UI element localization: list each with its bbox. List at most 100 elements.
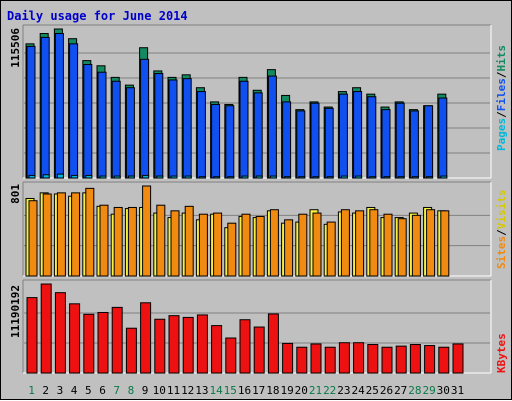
sites-bar <box>113 206 123 277</box>
files-bar <box>196 91 206 179</box>
sites-bar <box>426 209 436 277</box>
kbytes-bar <box>97 311 109 374</box>
legend-sites: Sites <box>495 236 508 269</box>
x-tick-label: 16 <box>238 384 251 397</box>
x-axis-labels: 1 2 3 4 5 6 7 8 9 10 11 12 13 14 15 16 17 18 19 20 21 22 23 24 2… <box>28 384 464 397</box>
pages-bar <box>142 174 150 179</box>
kbytes-bar <box>125 327 137 374</box>
pages-bar <box>312 176 320 179</box>
sites-bar <box>355 210 365 277</box>
sites-bar <box>71 192 81 277</box>
pages-bar <box>298 176 306 179</box>
x-tick-label: 6 <box>99 384 106 397</box>
kbytes-bar <box>395 345 407 374</box>
legend-files: Files <box>495 78 508 111</box>
files-bar <box>69 43 79 179</box>
x-tick-label: 21 <box>309 384 322 397</box>
legend-pages: Pages <box>495 118 508 151</box>
x-tick-label: 28 <box>408 384 421 397</box>
kbytes-bar <box>282 342 294 374</box>
sites-bar <box>269 209 279 277</box>
kbytes-bar <box>225 337 237 374</box>
kbytes-bar <box>182 316 194 374</box>
sites-bar <box>213 212 223 277</box>
x-tick-label: 18 <box>266 384 279 397</box>
x-tick-label: 29 <box>422 384 435 397</box>
x-tick-label: 2 <box>42 384 49 397</box>
x-tick-label: 4 <box>71 384 78 397</box>
kbytes-bar <box>409 344 421 374</box>
files-bar <box>54 33 64 179</box>
kbytes-bar <box>367 344 379 374</box>
x-tick-label: 7 <box>113 384 120 397</box>
files-bar <box>367 96 377 179</box>
pages-bar <box>369 176 377 179</box>
x-tick-label: 8 <box>128 384 135 397</box>
kbytes-bar <box>168 315 180 374</box>
x-tick-label: 22 <box>323 384 336 397</box>
files-bar <box>381 109 391 179</box>
sites-bar <box>198 213 208 277</box>
files-bar <box>282 101 292 179</box>
sites-bar <box>284 219 294 277</box>
files-bar <box>395 102 405 179</box>
files-bar <box>338 93 348 179</box>
files-bar <box>125 87 135 179</box>
x-tick-label: 26 <box>380 384 393 397</box>
x-tick-label: 31 <box>451 384 464 397</box>
pages-bar <box>426 176 434 179</box>
pages-bar <box>127 175 135 179</box>
kbytes-bar <box>310 343 322 374</box>
pages-bar <box>326 176 334 179</box>
sites-bar <box>241 213 251 277</box>
legend-middle: Sites/Visits <box>495 190 508 270</box>
x-tick-label: 23 <box>337 384 350 397</box>
files-bar <box>182 78 192 179</box>
files-bar <box>168 79 178 179</box>
pages-bar <box>113 175 121 179</box>
sites-bar <box>99 204 109 277</box>
kbytes-bar <box>154 318 166 374</box>
legend-visits: Visits <box>495 190 508 230</box>
sites-bar <box>411 214 421 277</box>
pages-bar <box>85 174 93 179</box>
sites-bar <box>142 185 152 277</box>
pages-bar <box>440 175 448 179</box>
x-tick-label: 30 <box>437 384 450 397</box>
kbytes-bar <box>54 292 66 374</box>
pages-bar <box>28 174 36 179</box>
x-tick-label: 14 <box>209 384 223 397</box>
legend-sep-2: / <box>495 71 508 78</box>
sites-bar <box>255 215 265 277</box>
pages-bar <box>170 175 178 179</box>
sites-bar <box>440 210 450 277</box>
legend-sep-3: / <box>495 229 508 236</box>
sites-bar <box>56 192 66 277</box>
kbytes-axis-max-label: 11190192 <box>9 285 22 338</box>
pages-bar <box>184 175 192 179</box>
legend-sep-1: / <box>495 111 508 118</box>
x-tick-label: 27 <box>394 384 407 397</box>
files-bar <box>97 71 107 179</box>
x-tick-label: 12 <box>181 384 194 397</box>
kbytes-bar <box>26 297 38 374</box>
x-tick-label: 25 <box>366 384 379 397</box>
sites-bar <box>397 218 407 277</box>
x-tick-label: 15 <box>224 384 237 397</box>
files-bar <box>296 110 306 179</box>
pages-bar <box>355 175 363 179</box>
files-bar <box>409 110 419 179</box>
pages-bar <box>213 176 221 179</box>
kbytes-bar <box>452 343 464 374</box>
files-bar <box>111 80 121 179</box>
kbytes-bar <box>338 342 350 374</box>
files-bar <box>353 91 363 179</box>
files-bar <box>253 92 263 179</box>
sites-bar <box>127 206 137 277</box>
pages-bar <box>227 176 235 179</box>
x-tick-label: 24 <box>351 384 365 397</box>
x-tick-label: 1 <box>28 384 35 397</box>
kbytes-bar <box>324 346 336 374</box>
x-tick-label: 3 <box>57 384 64 397</box>
